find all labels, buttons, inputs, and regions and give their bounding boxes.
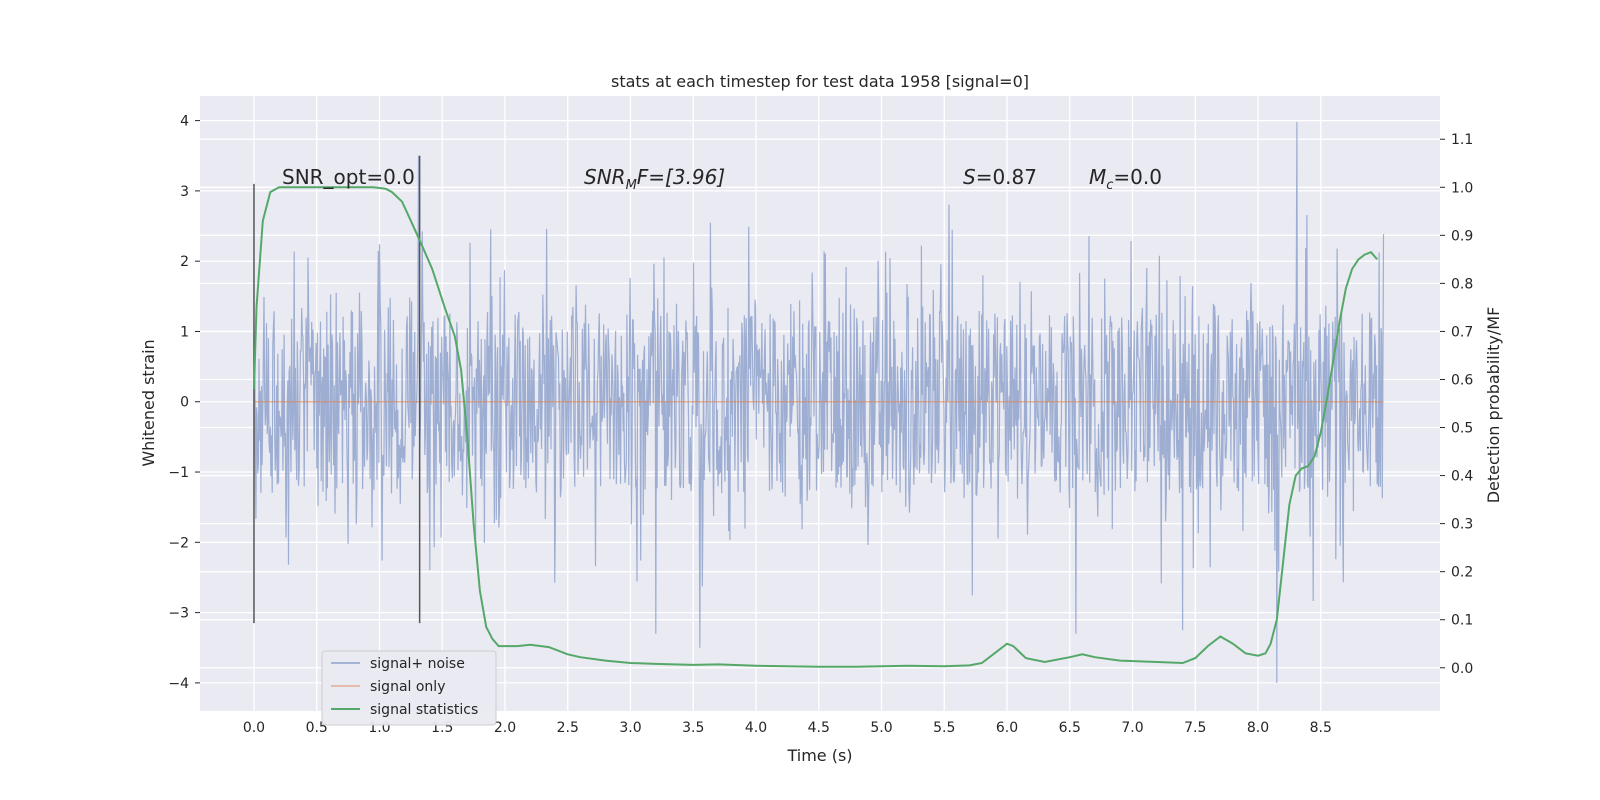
y-tick-label: 0	[180, 395, 189, 411]
annotation-s: S=0.87	[963, 165, 1037, 189]
y-axis-label: Whitened strain	[139, 339, 158, 466]
y-right-tick-label: 0.3	[1451, 517, 1473, 533]
x-tick-label: 7.5	[1184, 720, 1206, 736]
annotation-snr-mf: SNRMF=[3.96]	[584, 165, 725, 193]
x-axis-label: Time (s)	[786, 746, 852, 765]
annotation-mc-main: M	[1089, 165, 1106, 189]
y-tick-label: 1	[180, 324, 189, 340]
y-right-tick-label: 0.8	[1451, 276, 1473, 292]
y-right-axis-label: Detection probability/MF	[1484, 307, 1503, 504]
x-tick-label: 7.0	[1121, 720, 1143, 736]
x-tick-label: 8.0	[1247, 720, 1269, 736]
y-right-tick-label: 0.1	[1451, 613, 1473, 629]
x-axis-ticks: 0.0 0.5 1.0 1.5 2.0 2.5 3.0 3.5 4.0 4.5 5.0 5.5 6.0 6…	[243, 720, 1332, 736]
y-tick-label: −4	[168, 676, 189, 692]
annotation-mc-sub: c	[1106, 178, 1113, 193]
x-tick-label: 2.0	[494, 720, 516, 736]
y-right-axis-ticks: 1.1 1.0 0.9 0.8 0.7 0.6 0.5 0.4 0.3 0.2 0.1 0.0	[1440, 132, 1473, 677]
signal-statistics-line	[253, 186, 1378, 668]
signal-statistics-series	[253, 186, 1378, 668]
annotation-mc-rest: =0.0	[1113, 165, 1162, 189]
legend-label-stats: signal statistics	[370, 702, 478, 718]
y-tick-label: −3	[168, 606, 189, 622]
y-right-tick-label: 1.1	[1451, 132, 1473, 148]
noise-series	[253, 121, 1385, 683]
y-tick-label: −1	[168, 465, 189, 481]
y-right-tick-label: 0.4	[1451, 469, 1473, 485]
legend-label-noise: signal+ noise	[370, 656, 465, 672]
x-tick-label: 6.0	[996, 720, 1018, 736]
legend-label-signal: signal only	[370, 679, 445, 695]
legend: signal+ noise signal only signal statist…	[321, 650, 497, 726]
annotation-snr-mf-sub: M	[626, 178, 637, 193]
annotation-snr-opt: SNR_opt=0.0	[282, 165, 415, 189]
y-right-tick-label: 1.0	[1451, 180, 1473, 196]
chart-title: stats at each timestep for test data 195…	[611, 72, 1029, 91]
legend-box	[321, 650, 497, 726]
annotation-s-main: S	[963, 165, 976, 189]
y-right-tick-label: 0.2	[1451, 565, 1473, 581]
x-tick-label: 4.5	[808, 720, 830, 736]
y-right-tick-label: 0.6	[1451, 372, 1473, 388]
x-tick-label: 3.5	[682, 720, 704, 736]
x-tick-label: 3.0	[619, 720, 641, 736]
y-right-tick-label: 0.9	[1451, 228, 1473, 244]
y-tick-label: 2	[180, 254, 189, 270]
annotation-snr-mf-rest: F=[3.96]	[637, 165, 725, 189]
vertical-markers	[253, 155, 421, 624]
y-tick-label: 3	[180, 184, 189, 200]
x-tick-label: 0.0	[243, 720, 265, 736]
annotation-s-rest: =0.87	[976, 165, 1037, 189]
y-tick-label: 4	[180, 114, 189, 130]
x-tick-label: 4.0	[745, 720, 767, 736]
annotation-snr-mf-main: SNR	[584, 165, 626, 189]
x-tick-label: 5.0	[870, 720, 892, 736]
noise-line	[253, 121, 1385, 683]
x-tick-label: 6.5	[1059, 720, 1081, 736]
y-axis-ticks: 4 3 2 1 0 −1 −2 −3 −4	[168, 114, 200, 692]
y-tick-label: −2	[168, 535, 189, 551]
y-right-tick-label: 0.7	[1451, 324, 1473, 340]
annotation-mc: Mc=0.0	[1089, 165, 1162, 193]
y-right-tick-label: 0.5	[1451, 421, 1473, 437]
x-tick-label: 2.5	[557, 720, 579, 736]
x-tick-label: 5.5	[933, 720, 955, 736]
y-right-tick-label: 0.0	[1451, 661, 1473, 677]
x-tick-label: 8.5	[1310, 720, 1332, 736]
